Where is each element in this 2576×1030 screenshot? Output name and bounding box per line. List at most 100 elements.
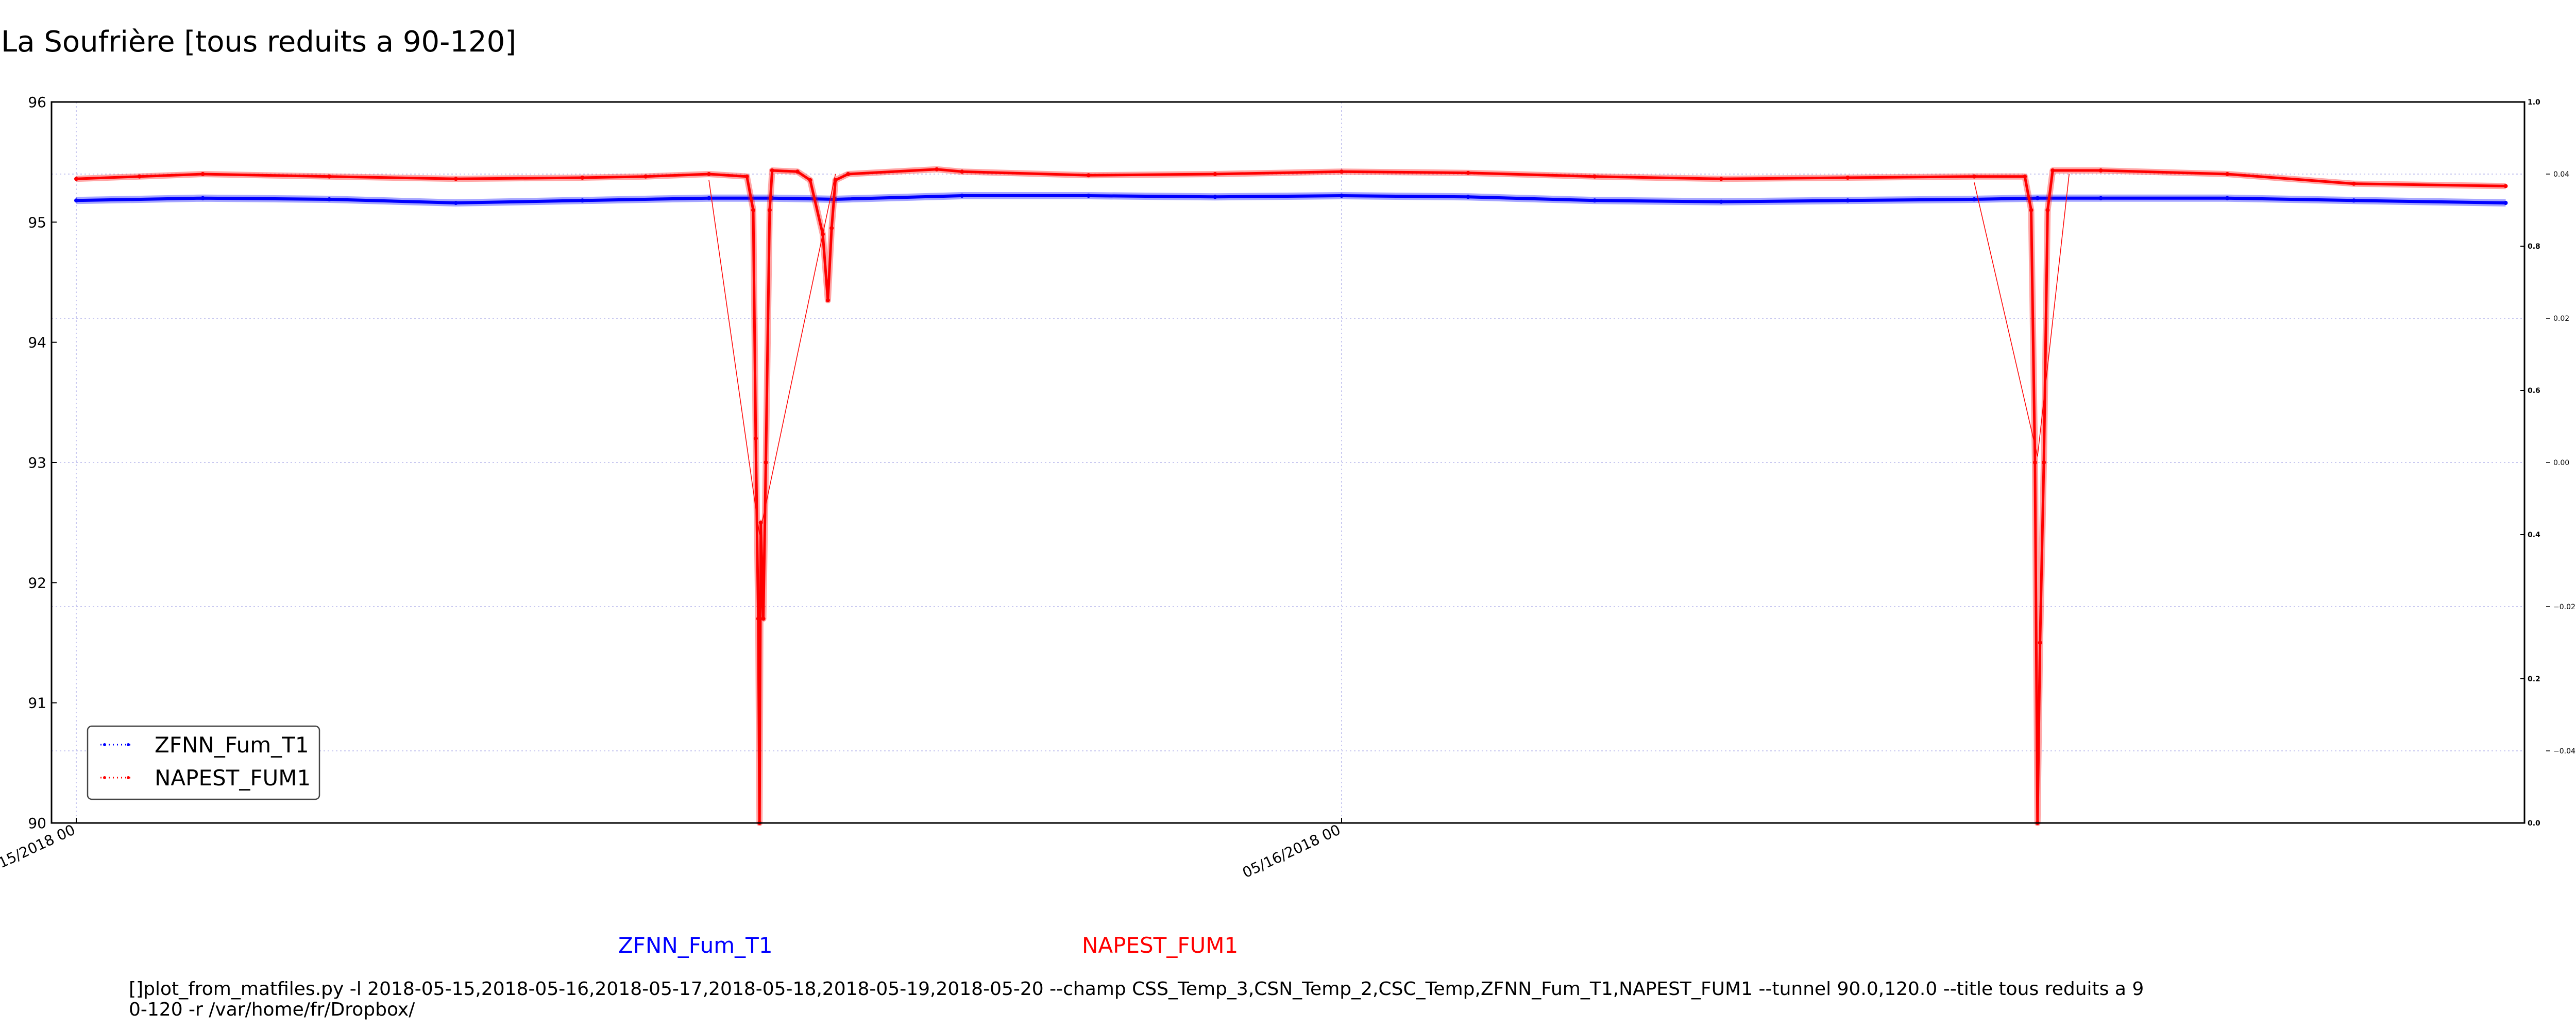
- right-inner-tick-label: 0.04: [2553, 170, 2569, 179]
- data-point-NAPEST_FUM1: [2503, 184, 2508, 188]
- series-connector-NAPEST_FUM1: [2037, 174, 2070, 457]
- data-point-NAPEST_FUM1: [825, 298, 830, 302]
- data-point-NAPEST_FUM1: [2029, 208, 2033, 212]
- data-point-ZFNN_Fum_T1: [1592, 198, 1597, 203]
- data-point-ZFNN_Fum_T1: [1972, 197, 1976, 201]
- series-connector-NAPEST_FUM1: [1974, 182, 2038, 457]
- data-point-ZFNN_Fum_T1: [1213, 195, 1217, 199]
- series-line-NAPEST_FUM1: [76, 168, 2506, 825]
- data-point-NAPEST_FUM1: [2038, 641, 2042, 645]
- right-outer-tick-label: 1.0: [2528, 98, 2540, 107]
- y-tick-label: 93: [28, 454, 46, 471]
- data-point-NAPEST_FUM1: [327, 174, 332, 179]
- data-point-NAPEST_FUM1: [1466, 170, 1470, 175]
- data-point-NAPEST_FUM1: [753, 436, 758, 441]
- data-point-ZFNN_Fum_T1: [1845, 198, 1850, 203]
- data-point-NAPEST_FUM1: [643, 174, 648, 179]
- right-inner-tick-label: −0.04: [2553, 747, 2575, 756]
- data-point-NAPEST_FUM1: [1086, 173, 1091, 178]
- data-point-NAPEST_FUM1: [580, 176, 585, 180]
- y-tick-label: 94: [28, 334, 46, 351]
- data-point-NAPEST_FUM1: [770, 168, 774, 173]
- right-outer-tick-label: 0.6: [2528, 387, 2540, 395]
- x-tick-label: 05/16/2018 00: [1240, 821, 1343, 881]
- command-line-1: []plot_from_matfiles.py -l 2018-05-15,20…: [129, 978, 2144, 1000]
- data-point-ZFNN_Fum_T1: [1086, 194, 1091, 198]
- data-point-NAPEST_FUM1: [2045, 208, 2050, 212]
- right-inner-tick-label: −0.02: [2553, 603, 2575, 611]
- data-point-NAPEST_FUM1: [2351, 181, 2356, 186]
- data-point-ZFNN_Fum_T1: [1719, 199, 1723, 204]
- y-tick-label: 96: [28, 94, 46, 111]
- legend-box: [87, 725, 320, 800]
- data-point-NAPEST_FUM1: [829, 226, 834, 230]
- data-point-NAPEST_FUM1: [751, 208, 755, 212]
- legend-label-zfnn: ZFNN_Fum_T1: [155, 732, 309, 758]
- series-label-napest: NAPEST_FUM1: [1082, 933, 1238, 958]
- series-label-zfnn: ZFNN_Fum_T1: [618, 933, 773, 958]
- chart-title: La Soufrière [tous reduits a 90-120]: [1, 25, 516, 59]
- right-outer-tick-label: 0.0: [2528, 819, 2540, 828]
- data-point-NAPEST_FUM1: [2042, 460, 2046, 465]
- right-inner-tick-label: 0.00: [2553, 459, 2569, 467]
- data-point-ZFNN_Fum_T1: [2098, 196, 2103, 200]
- data-point-NAPEST_FUM1: [1340, 169, 1344, 174]
- data-point-ZFNN_Fum_T1: [1340, 194, 1344, 198]
- data-point-ZFNN_Fum_T1: [2503, 201, 2508, 205]
- y-tick-label: 91: [28, 695, 46, 712]
- data-point-NAPEST_FUM1: [2032, 460, 2037, 465]
- data-point-NAPEST_FUM1: [2050, 168, 2055, 173]
- data-point-NAPEST_FUM1: [1213, 172, 1217, 176]
- data-point-ZFNN_Fum_T1: [1466, 195, 1470, 199]
- data-point-NAPEST_FUM1: [2023, 174, 2027, 179]
- data-point-NAPEST_FUM1: [795, 169, 800, 174]
- data-point-ZFNN_Fum_T1: [2351, 198, 2356, 203]
- data-point-NAPEST_FUM1: [2225, 172, 2230, 176]
- legend-marker-zfnn: [103, 743, 106, 746]
- data-point-NAPEST_FUM1: [1719, 177, 1723, 181]
- data-point-NAPEST_FUM1: [846, 172, 851, 176]
- y-axis: 96 95 94 93 92 91 90: [28, 94, 57, 832]
- data-point-NAPEST_FUM1: [756, 616, 760, 621]
- data-point-NAPEST_FUM1: [761, 616, 766, 621]
- data-point-NAPEST_FUM1: [1845, 176, 1850, 180]
- legend-marker-zfnn: [127, 743, 130, 746]
- legend: ZFNN_Fum_T1 NAPEST_FUM1: [87, 725, 320, 800]
- data-point-NAPEST_FUM1: [1592, 174, 1597, 179]
- plot-data: [74, 166, 2508, 826]
- grid-lines: [52, 102, 2524, 823]
- command-line-2: 0-120 -r /var/home/fr/Dropbox/: [129, 999, 415, 1020]
- legend-marker-napest: [127, 776, 130, 779]
- data-point-NAPEST_FUM1: [137, 174, 142, 179]
- legend-label-napest: NAPEST_FUM1: [155, 765, 311, 791]
- data-point-NAPEST_FUM1: [707, 172, 711, 176]
- data-point-NAPEST_FUM1: [200, 172, 205, 176]
- y-tick-label: 95: [28, 214, 46, 231]
- data-point-NAPEST_FUM1: [767, 208, 772, 212]
- data-point-ZFNN_Fum_T1: [2035, 196, 2040, 200]
- y-tick-label: 90: [28, 815, 46, 832]
- series-connector-NAPEST_FUM1: [708, 180, 760, 535]
- data-point-ZFNN_Fum_T1: [580, 198, 585, 203]
- right-outer-tick-label: 0.4: [2528, 531, 2540, 539]
- data-point-NAPEST_FUM1: [744, 174, 749, 179]
- series-band-NAPEST_FUM1: [76, 166, 2506, 826]
- legend-marker-napest: [103, 776, 106, 779]
- data-point-NAPEST_FUM1: [808, 178, 812, 182]
- right-inner-tick-label: 0.02: [2553, 315, 2569, 323]
- data-point-ZFNN_Fum_T1: [960, 194, 964, 198]
- data-point-NAPEST_FUM1: [935, 167, 939, 171]
- y-tick-label: 92: [28, 574, 46, 591]
- data-point-ZFNN_Fum_T1: [200, 196, 205, 200]
- right-outer-tick-label: 0.8: [2528, 243, 2540, 251]
- series-connector-NAPEST_FUM1: [759, 174, 836, 535]
- data-point-NAPEST_FUM1: [453, 177, 458, 181]
- right-outer-tick-label: 0.2: [2528, 675, 2540, 683]
- right-axis: 1.0 0.8 0.6 0.4 0.2 0.0 0.04 0.02 0.00 −0.02 −0.04: [2520, 98, 2575, 828]
- data-point-NAPEST_FUM1: [1972, 174, 1976, 179]
- data-point-NAPEST_FUM1: [960, 169, 964, 174]
- data-point-NAPEST_FUM1: [74, 177, 78, 181]
- data-point-ZFNN_Fum_T1: [2225, 196, 2230, 200]
- data-point-ZFNN_Fum_T1: [74, 198, 78, 203]
